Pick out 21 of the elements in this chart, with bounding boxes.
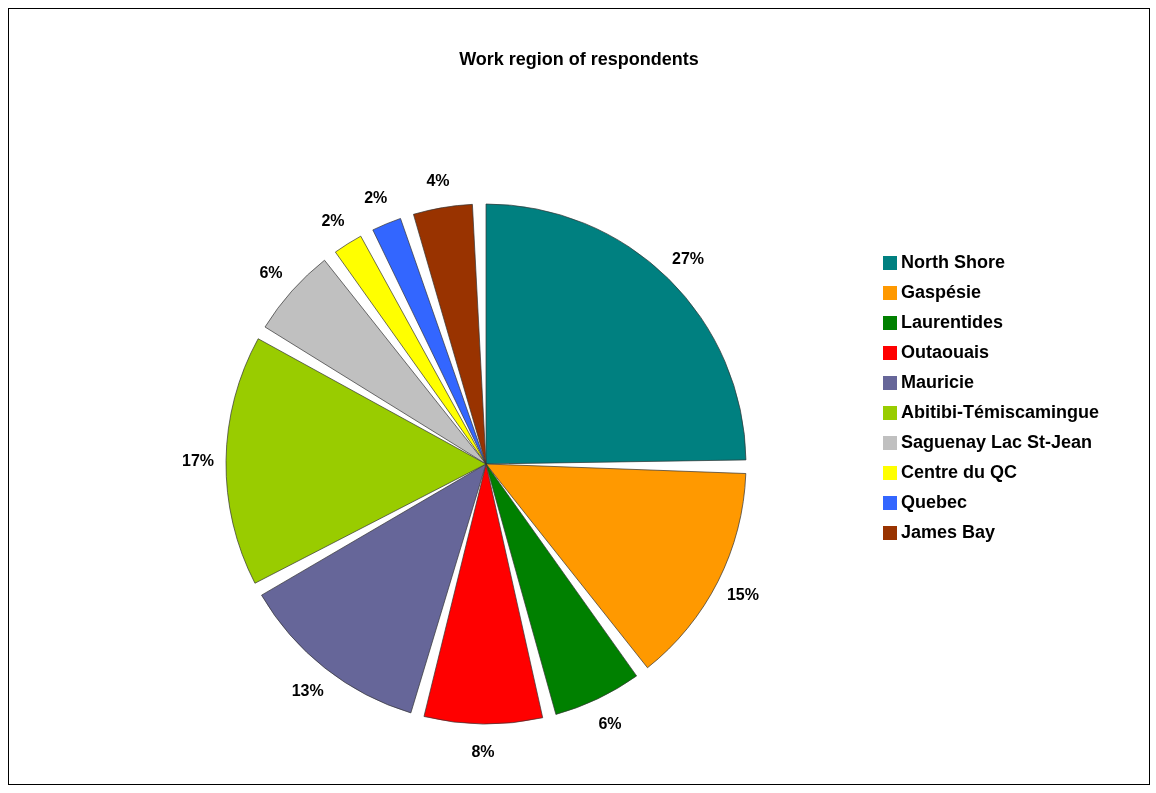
data-label: 27% bbox=[672, 250, 705, 268]
chart-title: Work region of respondents bbox=[458, 49, 700, 70]
data-label: 13% bbox=[291, 681, 324, 699]
legend-label: Saguenay Lac St-Jean bbox=[900, 431, 1093, 452]
data-label: 2% bbox=[321, 211, 345, 229]
data-label: 8% bbox=[471, 743, 495, 761]
legend-label: Centre du QC bbox=[900, 461, 1017, 482]
data-label: 2% bbox=[364, 189, 388, 207]
data-label: 4% bbox=[426, 171, 450, 189]
legend-label: Mauricie bbox=[900, 371, 974, 392]
legend-label: Abitibi-Témiscamingue bbox=[900, 401, 1099, 422]
legend-label: North Shore bbox=[900, 251, 1005, 272]
legend-label: Laurentides bbox=[900, 311, 1003, 332]
data-label: 15% bbox=[726, 585, 759, 603]
data-label: 6% bbox=[598, 715, 622, 733]
data-label: 17% bbox=[182, 451, 215, 469]
legend-label: Quebec bbox=[900, 491, 967, 512]
legend-label: James Bay bbox=[900, 521, 996, 542]
legend-label: Gaspésie bbox=[900, 281, 982, 302]
legend-label: Outaouais bbox=[900, 341, 989, 362]
data-label: 6% bbox=[259, 263, 283, 281]
